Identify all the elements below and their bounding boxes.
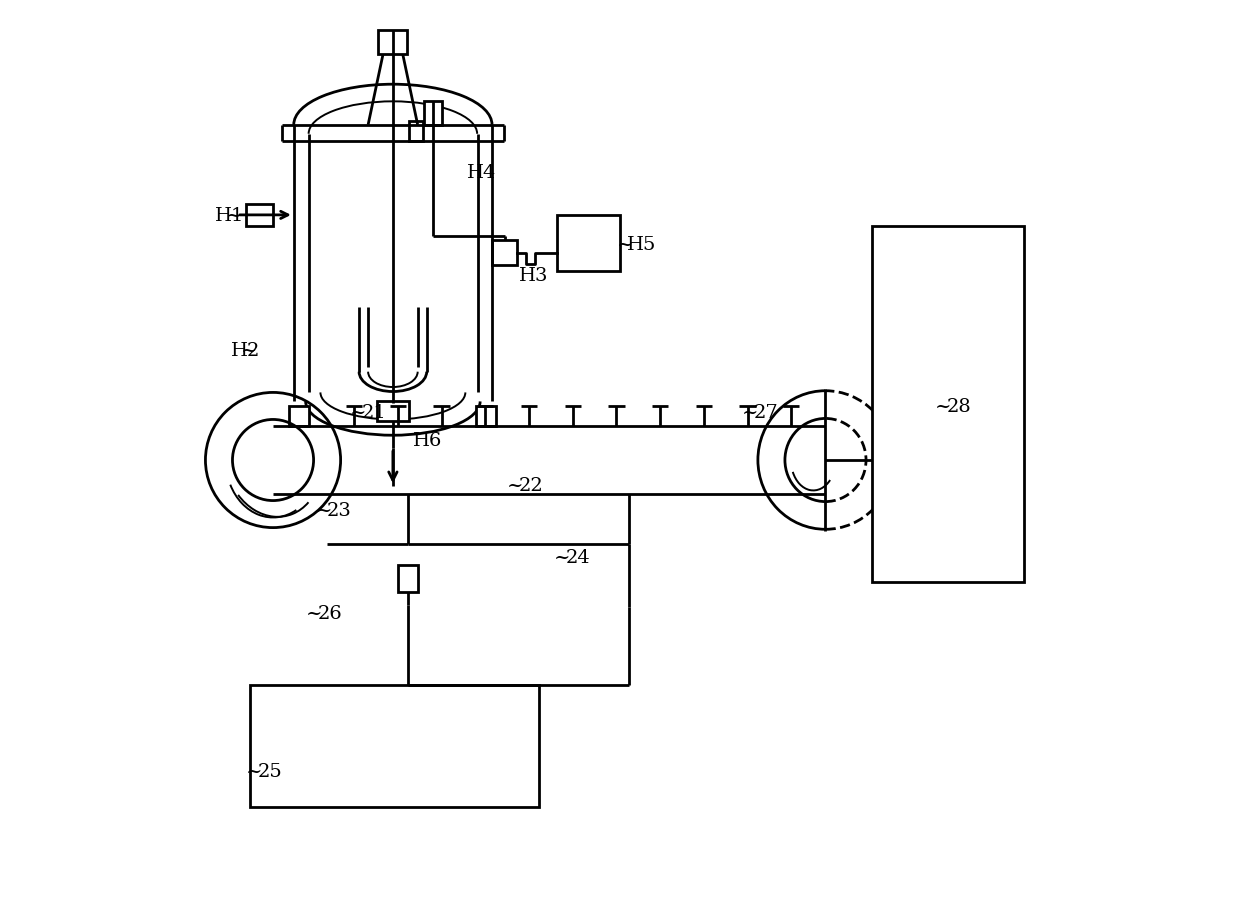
Bar [250, 685, 539, 807]
Text: 23: 23 [327, 501, 352, 519]
Text: ~: ~ [616, 236, 632, 254]
Text: ~: ~ [742, 404, 758, 422]
Text: H3: H3 [520, 267, 548, 285]
Text: ~: ~ [226, 207, 243, 225]
Text: H1: H1 [215, 207, 244, 225]
Text: ~: ~ [350, 404, 366, 422]
Text: ~: ~ [246, 762, 263, 780]
Text: 24: 24 [565, 549, 590, 567]
Bar [476, 406, 496, 426]
Text: ~: ~ [241, 341, 257, 359]
Bar [378, 31, 407, 55]
Text: 27: 27 [754, 404, 779, 422]
Text: H2: H2 [231, 341, 260, 359]
Text: 26: 26 [319, 604, 342, 622]
Text: H6: H6 [413, 432, 443, 450]
Bar [557, 216, 620, 272]
Text: ~: ~ [935, 397, 951, 415]
Bar [492, 241, 517, 266]
Text: 22: 22 [520, 477, 544, 495]
Text: ~: ~ [315, 501, 332, 519]
Text: ~: ~ [507, 477, 523, 495]
Text: 21: 21 [361, 404, 386, 422]
Text: 28: 28 [946, 397, 971, 415]
Text: H5: H5 [627, 236, 657, 254]
Bar [409, 122, 423, 142]
Text: ~: ~ [306, 604, 322, 622]
Text: 25: 25 [258, 762, 283, 780]
Bar [873, 227, 1024, 582]
Bar [377, 402, 409, 422]
Bar [289, 406, 309, 426]
Bar [398, 565, 418, 592]
Text: ~: ~ [554, 549, 570, 567]
Bar [424, 102, 443, 126]
Bar [246, 205, 273, 227]
Text: H4: H4 [466, 163, 496, 182]
